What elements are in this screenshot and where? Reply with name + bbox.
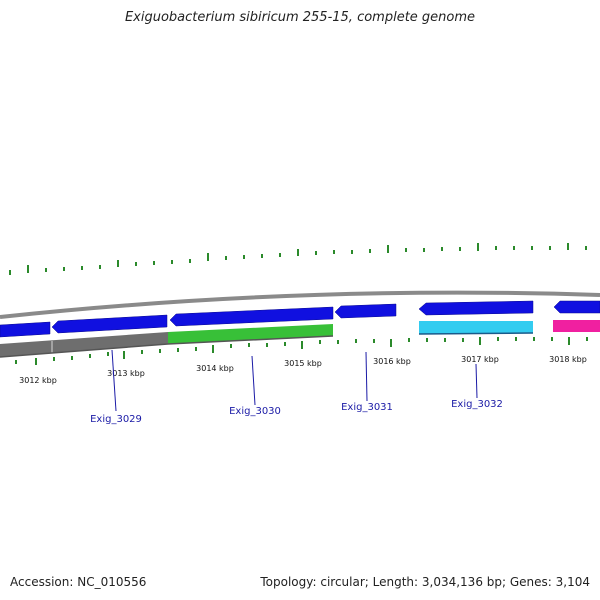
gene-leader-lines [111, 349, 478, 412]
gene-arrow-forward [418, 300, 534, 316]
gene-label-exig-3032: Exig_3032 [451, 399, 503, 410]
gene-label-exig-3030: Exig_3030 [229, 406, 281, 417]
gene-arrow-forward [334, 303, 397, 319]
genome-backbone [0, 290, 600, 319]
kbp-label: 3016 kbp [373, 357, 411, 366]
kbp-label: 3015 kbp [284, 359, 322, 368]
kbp-label: 3013 kbp [107, 369, 145, 378]
reverse-strand-genes [0, 320, 600, 358]
gene-label-exig-3029: Exig_3029 [90, 414, 142, 425]
gene-block-green [168, 324, 333, 344]
gene-label-exig-3031: Exig_3031 [341, 402, 393, 413]
accession-label: Accession: NC_010556 [10, 575, 147, 589]
gene-block-magenta [553, 320, 600, 332]
gene-labels: Exig_3029 Exig_3030 Exig_3031 Exig_3032 [90, 399, 503, 425]
kbp-label: 3012 kbp [19, 376, 57, 385]
map-title: Exiguobacterium sibiricum 255-15, comple… [124, 10, 476, 25]
gene-arrow-forward [0, 321, 51, 338]
gene-block-cyan [419, 321, 533, 334]
gene-block-gray [0, 332, 168, 357]
kbp-label: 3018 kbp [549, 355, 587, 364]
gene-arrow-forward [553, 300, 600, 314]
gc-plot-upper [9, 243, 587, 275]
kbp-tick-labels: 3012 kbp 3013 kbp 3014 kbp 3015 kbp 3016… [19, 355, 587, 385]
gc-plot-lower [15, 337, 588, 365]
genome-summary: Topology: circular; Length: 3,034,136 bp… [260, 575, 590, 589]
forward-strand-genes [0, 300, 600, 338]
gene-arrow-forward [169, 306, 334, 327]
kbp-label: 3017 kbp [461, 355, 499, 364]
gene-arrow-forward [51, 314, 168, 334]
kbp-label: 3014 kbp [196, 364, 234, 373]
